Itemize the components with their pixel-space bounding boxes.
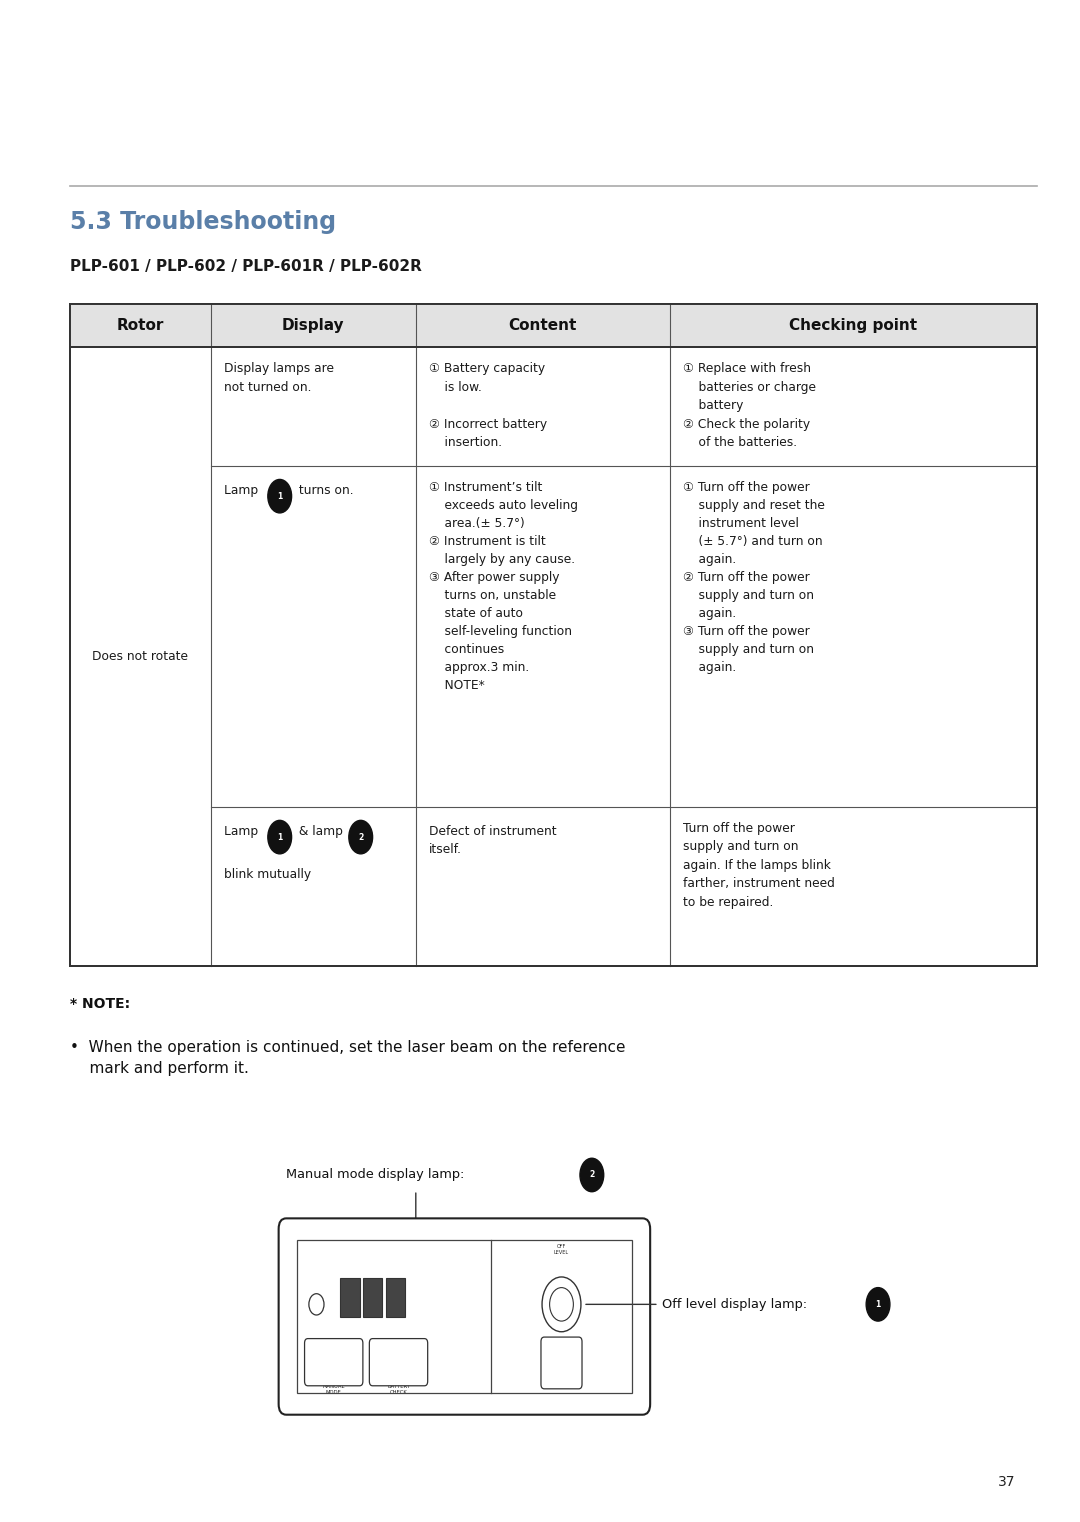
Text: 2: 2 xyxy=(590,1170,594,1180)
Text: PLP-601 / PLP-602 / PLP-601R / PLP-602R: PLP-601 / PLP-602 / PLP-601R / PLP-602R xyxy=(70,259,422,274)
Text: Checking point: Checking point xyxy=(789,318,917,333)
Text: ① Instrument’s tilt
    exceeds auto leveling
    area.(± 5.7°)
② Instrument is : ① Instrument’s tilt exceeds auto levelin… xyxy=(429,481,578,693)
Text: 37: 37 xyxy=(998,1475,1015,1489)
Text: * NOTE:: * NOTE: xyxy=(70,997,131,1011)
Text: Defect of instrument
itself.: Defect of instrument itself. xyxy=(429,825,556,857)
Text: Content: Content xyxy=(509,318,577,333)
FancyBboxPatch shape xyxy=(369,1339,428,1385)
Bar xyxy=(70,304,1037,966)
Text: ① Battery capacity
    is low.

② Incorrect battery
    insertion.: ① Battery capacity is low. ② Incorrect b… xyxy=(429,362,546,449)
Text: 5.3 Troubleshooting: 5.3 Troubleshooting xyxy=(70,210,336,234)
Text: blink mutually: blink mutually xyxy=(224,868,311,881)
Text: OFF
LEVEL: OFF LEVEL xyxy=(554,1245,569,1254)
Text: ① Replace with fresh
    batteries or charge
    battery
② Check the polarity
  : ① Replace with fresh batteries or charge… xyxy=(683,362,815,449)
Text: turns on.: turns on. xyxy=(295,484,353,498)
Text: ① Turn off the power
    supply and reset the
    instrument level
    (± 5.7°) : ① Turn off the power supply and reset th… xyxy=(683,481,824,674)
Circle shape xyxy=(268,479,292,513)
Text: Turn off the power
supply and turn on
again. If the lamps blink
farther, instrum: Turn off the power supply and turn on ag… xyxy=(683,822,835,909)
Text: 2: 2 xyxy=(359,833,363,842)
Text: 1: 1 xyxy=(876,1300,880,1309)
Circle shape xyxy=(268,820,292,854)
Bar xyxy=(340,1278,360,1317)
Text: POWER: POWER xyxy=(553,1341,570,1345)
FancyBboxPatch shape xyxy=(541,1336,582,1388)
Text: 1: 1 xyxy=(278,492,282,501)
Circle shape xyxy=(349,820,373,854)
Text: Display lamps are
not turned on.: Display lamps are not turned on. xyxy=(224,362,334,394)
Text: BATTERY
CHECK: BATTERY CHECK xyxy=(387,1385,410,1396)
Circle shape xyxy=(542,1277,581,1332)
Text: Off level display lamp:: Off level display lamp: xyxy=(662,1298,815,1310)
Text: 1: 1 xyxy=(278,833,282,842)
Text: Lamp: Lamp xyxy=(224,825,261,839)
Text: & lamp: & lamp xyxy=(295,825,347,839)
Text: Rotor: Rotor xyxy=(117,318,164,333)
Text: MANUAL
MODE: MANUAL MODE xyxy=(323,1385,345,1396)
Text: Display: Display xyxy=(282,318,345,333)
Circle shape xyxy=(550,1288,573,1321)
Text: Manual mode display lamp:: Manual mode display lamp: xyxy=(286,1169,473,1181)
Circle shape xyxy=(580,1158,604,1192)
Bar xyxy=(70,304,1037,966)
Circle shape xyxy=(866,1288,890,1321)
Circle shape xyxy=(309,1294,324,1315)
Text: Does not rotate: Does not rotate xyxy=(93,650,188,664)
FancyBboxPatch shape xyxy=(279,1218,650,1415)
Bar xyxy=(297,1239,632,1394)
Bar xyxy=(70,304,1037,347)
Text: •  When the operation is continued, set the laser beam on the reference
    mark: • When the operation is continued, set t… xyxy=(70,1040,625,1076)
Bar xyxy=(363,1278,382,1317)
Text: ON/
OFF: ON/ OFF xyxy=(557,1358,566,1368)
Text: Lamp: Lamp xyxy=(224,484,261,498)
Bar xyxy=(386,1278,405,1317)
FancyBboxPatch shape xyxy=(305,1339,363,1385)
